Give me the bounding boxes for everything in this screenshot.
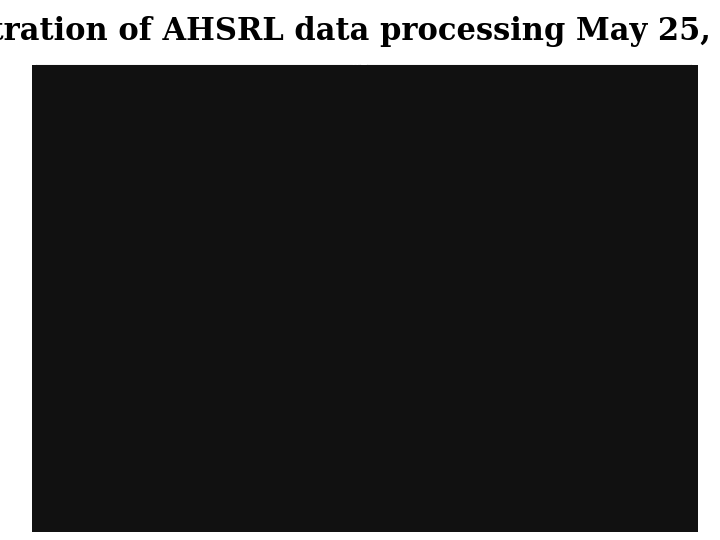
Title: Standard Deviation of Aerosol Backscatter: Standard Deviation of Aerosol Backscatte… <box>103 287 293 296</box>
Bar <box>364 298 698 532</box>
Text: Noise and cloud filtered Extinction: Noise and cloud filtered Extinction <box>427 329 631 339</box>
X-axis label: Time GMT: Time GMT <box>512 296 546 302</box>
X-axis label: Time GMT: Time GMT <box>181 296 215 302</box>
X-axis label: Time GMT: Time GMT <box>181 529 215 535</box>
Text: Noise filtered Extinction: Noise filtered Extinction <box>458 97 600 107</box>
X-axis label: Time GMT: Time GMT <box>512 529 546 535</box>
X-axis label: log10(1/(m str)): log10(1/(m str)) <box>174 314 222 319</box>
Y-axis label: Altitude (km): Altitude (km) <box>340 148 346 194</box>
X-axis label: log10(1/(m)): log10(1/(m)) <box>510 314 549 319</box>
Y-axis label: Altitude (km): Altitude (km) <box>9 148 15 194</box>
Y-axis label: Altitude (km): Altitude (km) <box>9 381 15 427</box>
Title: 5-minute Mean Aerosol Backscatter: 5-minute Mean Aerosol Backscatter <box>122 55 274 64</box>
Title: 5-minute Mean Cloud Filtered Extinction: 5-minute Mean Cloud Filtered Extinction <box>439 287 619 296</box>
Bar <box>32 65 366 300</box>
Text: Threshold=1.e-4 1/(m str): Threshold=1.e-4 1/(m str) <box>46 319 188 328</box>
Title: 5-minute Mean Total Extinction: 5-minute Mean Total Extinction <box>460 55 598 64</box>
Text: Illustration of AHSRL data processing May 25, 2012: Illustration of AHSRL data processing Ma… <box>0 16 720 47</box>
Bar <box>32 298 366 532</box>
Text: Threshold=1.e-3 1/(m str): Threshold=1.e-3 1/(m str) <box>46 86 188 96</box>
Bar <box>364 65 698 300</box>
Y-axis label: Altitude (km): Altitude (km) <box>340 381 346 427</box>
